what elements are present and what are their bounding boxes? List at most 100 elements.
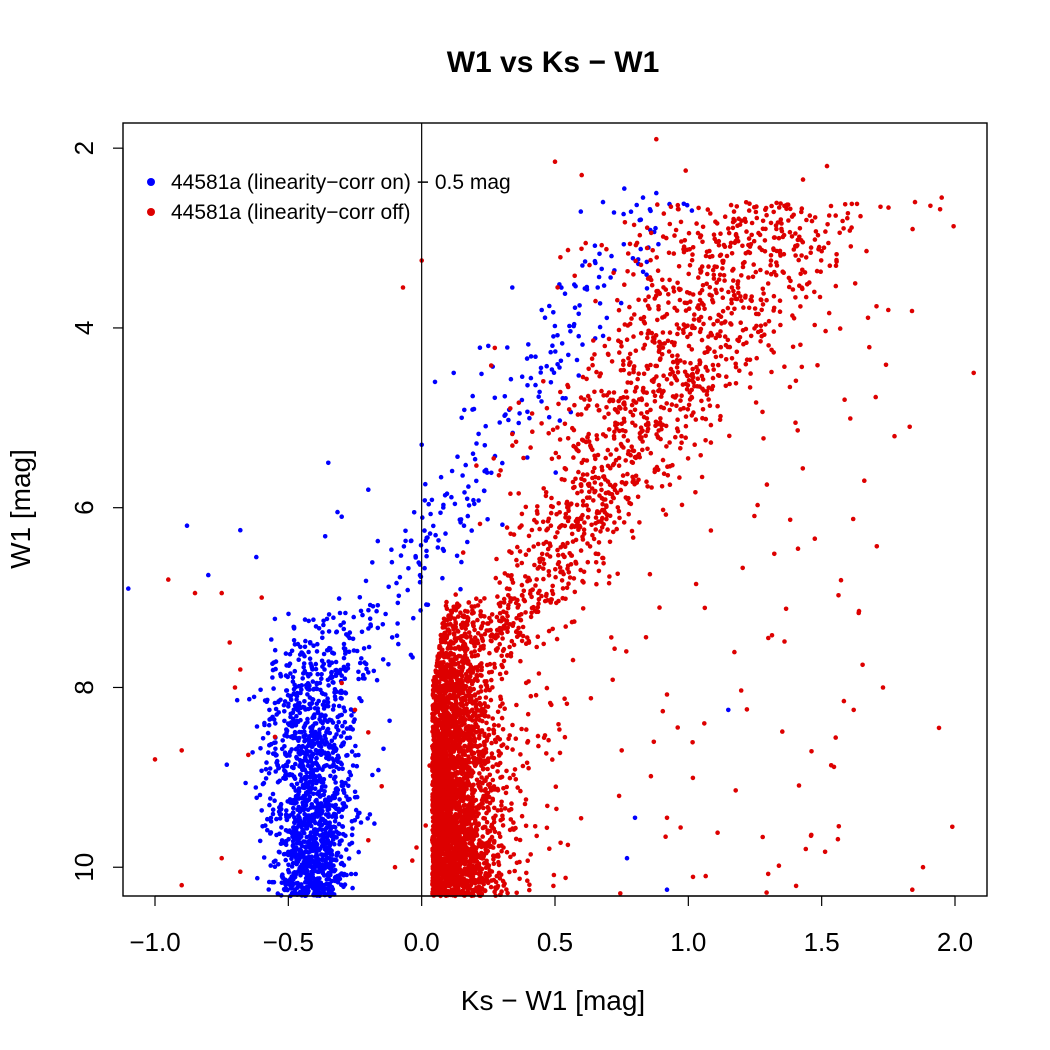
data-point-series-1: [329, 738, 335, 744]
data-point-series-1: [389, 635, 395, 640]
data-point-series-2: [648, 362, 653, 368]
data-point-series-1: [302, 797, 308, 802]
data-point-series-2: [474, 777, 480, 783]
data-point-series-2: [576, 469, 581, 475]
data-point-series-2: [798, 304, 803, 309]
data-point-series-2: [505, 890, 510, 896]
data-point-series-2: [723, 383, 729, 389]
data-point-series-2: [669, 353, 675, 359]
data-point-series-2: [804, 217, 809, 223]
data-point-series-2: [718, 314, 724, 320]
data-point-series-1: [288, 693, 294, 699]
data-point-series-2: [616, 463, 622, 469]
data-point-series-1: [303, 638, 308, 644]
data-point-series-1: [285, 674, 291, 680]
data-point-series-2: [589, 486, 595, 491]
data-point-series-2: [466, 630, 472, 635]
data-point-series-2: [600, 501, 605, 507]
data-point-series-2: [834, 259, 839, 264]
data-point-series-2: [752, 205, 757, 210]
data-point-series-2: [679, 440, 684, 446]
data-point-series-2: [713, 354, 719, 360]
data-point-series-1: [608, 275, 613, 280]
data-point-series-1: [267, 802, 272, 808]
data-point-series-1: [291, 625, 297, 630]
data-point-series-2: [495, 769, 500, 774]
data-point-series-2: [774, 200, 779, 206]
data-point-series-2: [513, 736, 519, 741]
data-point-series-2: [519, 511, 525, 517]
data-point-series-2: [751, 238, 757, 244]
data-point-series-2: [674, 365, 680, 370]
data-point-series-2: [687, 263, 693, 268]
data-point-series-1: [308, 754, 313, 759]
data-point-series-1: [337, 839, 343, 844]
data-point-series-2: [494, 614, 500, 620]
data-point-series-1: [277, 831, 282, 837]
data-point-series-2: [671, 251, 677, 256]
data-point-series-2: [746, 208, 752, 213]
data-point-series-1: [283, 752, 288, 757]
data-point-series-2: [652, 393, 658, 399]
data-point-series-1: [304, 770, 310, 775]
data-point-series-2: [507, 622, 512, 627]
data-point-series-1: [438, 510, 443, 516]
data-point-series-2: [714, 264, 719, 270]
data-point-series-2: [589, 356, 595, 362]
data-point-series-1: [302, 644, 308, 650]
data-point-series-2: [510, 596, 515, 602]
data-point-series-1: [338, 623, 343, 628]
data-point-series-2: [611, 270, 616, 276]
data-point-series-2: [611, 433, 617, 439]
data-point-series-2: [597, 407, 602, 413]
data-point-series-2: [672, 233, 677, 238]
data-point-series-1: [288, 671, 293, 676]
data-point-series-2: [569, 531, 575, 537]
data-point-series-2: [689, 347, 695, 352]
data-point-series-2: [733, 231, 739, 237]
data-point-series-1: [319, 804, 325, 809]
data-point-series-1: [303, 844, 309, 849]
data-point-series-2: [497, 611, 503, 616]
data-point-series-1: [301, 828, 306, 833]
data-point-series-1: [253, 785, 259, 790]
data-point-series-1: [250, 750, 255, 755]
data-point-series-2: [644, 402, 649, 408]
data-point-series-2: [472, 739, 478, 744]
data-point-series-1: [333, 668, 338, 673]
data-point-series-2: [750, 274, 756, 280]
data-point-series-2: [666, 250, 672, 256]
data-point-series-1: [312, 775, 318, 780]
data-point-series-2: [484, 799, 490, 804]
data-point-series-2: [615, 297, 620, 303]
data-point-series-2: [719, 287, 724, 293]
data-point-series-1: [294, 837, 300, 842]
data-point-series-2: [741, 305, 746, 310]
data-point-series-1: [533, 354, 538, 360]
data-point-series-1: [301, 807, 307, 813]
data-point-series-1: [343, 780, 348, 786]
data-point-series-2: [479, 667, 484, 673]
data-point-series-2: [541, 541, 546, 547]
data-point-series-1: [259, 808, 265, 813]
data-point-series-1: [349, 713, 354, 718]
data-point-series-1: [433, 532, 438, 538]
data-point-series-2: [482, 631, 488, 637]
data-point-series-1: [305, 840, 311, 845]
data-point-series-1: [343, 668, 349, 673]
data-point-series-2: [489, 677, 494, 683]
data-point-series-2: [828, 203, 834, 209]
data-point-series-1: [398, 553, 404, 558]
data-point-series-2: [585, 515, 591, 520]
data-point-series-2: [555, 561, 561, 567]
data-point-series-2: [724, 374, 729, 380]
data-point-series-1: [277, 778, 283, 784]
data-point-series-2: [951, 224, 956, 229]
data-point-series-1: [580, 342, 585, 347]
data-point-series-2: [541, 561, 547, 567]
data-point-series-1: [296, 819, 301, 824]
data-point-series-2: [471, 686, 477, 692]
data-point-series-2: [682, 360, 687, 365]
data-point-series-2: [696, 205, 701, 211]
data-point-series-1: [576, 373, 581, 378]
